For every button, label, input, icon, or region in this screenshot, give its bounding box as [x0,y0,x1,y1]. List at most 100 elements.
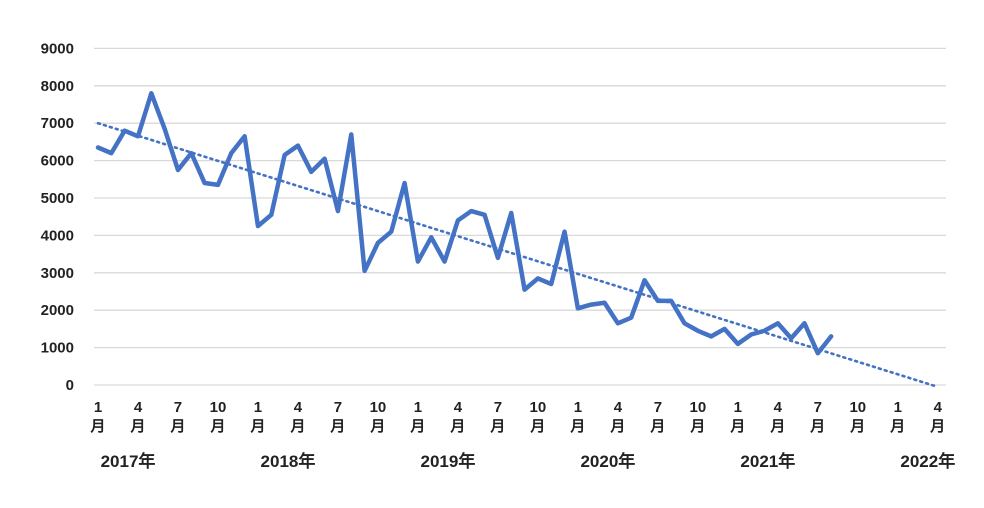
data-points [96,91,834,355]
x-tick-unit: 月 [529,418,545,435]
year-label: 2019年 [421,451,476,471]
data-point [696,329,700,333]
x-tick-unit: 月 [729,418,745,435]
x-tick-month: 10 [690,399,707,416]
data-point [549,282,553,286]
data-point [109,151,113,155]
data-point [749,332,753,336]
data-point [762,329,766,333]
data-point [256,224,260,228]
y-tick-label: 3000 [41,265,74,282]
year-label: 2021年 [740,451,795,471]
year-label: 2020年 [580,451,635,471]
data-point [802,321,806,325]
y-tick-label: 4000 [41,227,74,244]
data-point [349,132,353,136]
data-point [416,259,420,263]
x-tick-month: 4 [934,399,943,416]
x-tick-month: 4 [294,399,303,416]
data-point [136,134,140,138]
x-tick-month: 1 [734,399,742,416]
data-point [269,213,273,217]
data-point [776,321,780,325]
data-point [602,301,606,305]
data-point [789,336,793,340]
data-point [162,127,166,131]
data-point [389,229,393,233]
data-point [616,321,620,325]
data-point [189,151,193,155]
data-point [309,170,313,174]
x-tick-month: 7 [494,399,502,416]
data-point [296,143,300,147]
y-tick-label: 2000 [41,302,74,319]
data-point [469,209,473,213]
x-tick-month: 10 [370,399,387,416]
x-tick-unit: 月 [169,418,185,435]
x-tick-month: 1 [94,399,102,416]
data-point [682,321,686,325]
x-tick-unit: 月 [649,418,665,435]
data-point [669,299,673,303]
x-tick-unit: 月 [849,418,865,435]
data-point [96,145,100,149]
data-point [216,183,220,187]
y-tick-label: 1000 [41,340,74,357]
data-point [362,269,366,273]
x-tick-unit: 月 [329,418,345,435]
data-point [709,334,713,338]
y-tick-label: 6000 [41,153,74,170]
data-point [509,211,513,215]
x-tick-unit: 月 [689,418,705,435]
x-tick-unit: 月 [809,418,825,435]
x-tick-unit: 月 [449,418,465,435]
x-tick-unit: 月 [609,418,625,435]
data-point [176,168,180,172]
data-point [336,209,340,213]
x-tick-unit: 月 [249,418,265,435]
data-point [642,278,646,282]
data-point [442,259,446,263]
data-point [242,134,246,138]
x-tick-month: 1 [574,399,582,416]
y-tick-label: 0 [66,377,74,394]
x-tick-month: 7 [334,399,342,416]
x-tick-unit: 月 [409,418,425,435]
y-tick-label: 8000 [41,78,74,95]
data-point [589,302,593,306]
x-axis-tick-labels: 1 月 4 月 7 月 10 月 1 月 4 月 7 月 10 月 1 月 4 月 7 月 10 月 1 月 4 月 7 月 10 月 1 月 4 月… [89,399,945,435]
x-tick-unit: 月 [569,418,585,435]
y-tick-label: 9000 [41,40,74,57]
x-tick-month: 10 [210,399,227,416]
year-label: 2018年 [261,451,316,471]
data-point [202,181,206,185]
data-point [576,306,580,310]
x-tick-month: 4 [614,399,623,416]
y-tick-label: 7000 [41,115,74,132]
data-point [229,151,233,155]
data-point [322,157,326,161]
data-point [402,181,406,185]
data-point [722,327,726,331]
x-tick-month: 4 [774,399,783,416]
data-point [282,153,286,157]
y-axis-tick-labels: 0 1000 2000 3000 4000 5000 6000 7000 8000 9000 [41,40,74,394]
x-tick-month: 1 [254,399,262,416]
data-point [562,229,566,233]
x-tick-month: 7 [174,399,182,416]
x-tick-unit: 月 [129,418,145,435]
x-tick-month: 10 [530,399,547,416]
gridlines [94,47,946,386]
x-tick-unit: 月 [489,418,505,435]
data-point [149,91,153,95]
x-tick-unit: 月 [209,418,225,435]
x-tick-month: 1 [414,399,422,416]
data-point [496,256,500,260]
data-point [656,299,660,303]
data-point [536,276,540,280]
data-point [429,235,433,239]
x-tick-month: 10 [849,399,866,416]
data-point [736,342,740,346]
x-tick-unit: 月 [769,418,785,435]
